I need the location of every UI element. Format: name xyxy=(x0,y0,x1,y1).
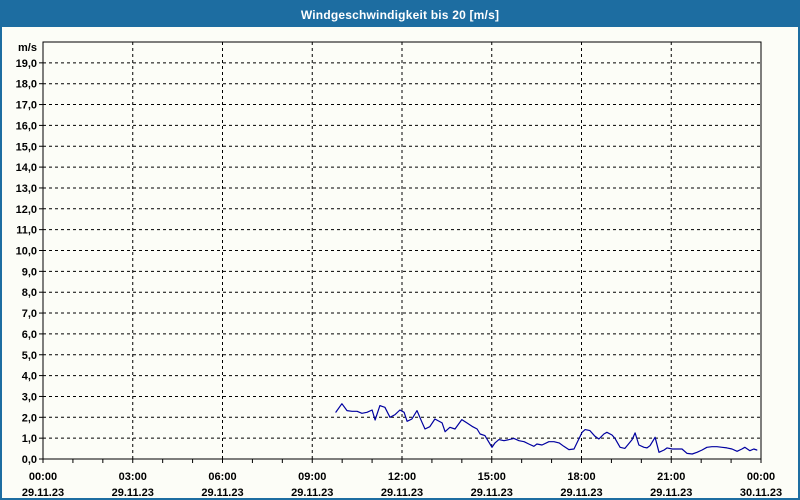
y-tick-label: 16,0 xyxy=(16,120,37,132)
y-tick-label: 8,0 xyxy=(22,287,37,299)
y-tick-label: 4,0 xyxy=(22,371,37,383)
y-tick-label: 14,0 xyxy=(16,162,37,174)
y-tick-label: 6,0 xyxy=(22,329,37,341)
y-tick-label: 13,0 xyxy=(16,183,37,195)
x-tick-time-label: 03:00 xyxy=(119,471,147,483)
x-tick-time-label: 00:00 xyxy=(29,471,57,483)
y-unit-label: m/s xyxy=(18,42,37,54)
x-tick-time-label: 18:00 xyxy=(567,471,595,483)
x-tick-time-label: 00:00 xyxy=(747,471,775,483)
y-tick-label: 1,0 xyxy=(22,433,37,445)
x-tick-date-label: 29.11.23 xyxy=(650,487,692,499)
y-tick-label: 15,0 xyxy=(16,141,37,153)
x-tick-date-label: 29.11.23 xyxy=(112,487,154,499)
chart-title: Windgeschwindigkeit bis 20 [m/s] xyxy=(300,7,500,22)
y-tick-label: 3,0 xyxy=(22,391,37,403)
y-tick-label: 17,0 xyxy=(16,100,37,112)
y-tick-label: 19,0 xyxy=(16,58,37,70)
y-tick-label: 10,0 xyxy=(16,246,37,258)
y-tick-label: 5,0 xyxy=(22,350,37,362)
x-tick-date-label: 29.11.23 xyxy=(471,487,513,499)
y-tick-label: 2,0 xyxy=(22,412,37,424)
x-tick-time-label: 21:00 xyxy=(657,471,685,483)
x-tick-time-label: 12:00 xyxy=(388,471,416,483)
x-tick-time-label: 15:00 xyxy=(478,471,506,483)
y-tick-label: 18,0 xyxy=(16,79,37,91)
x-tick-date-label: 30.11.23 xyxy=(740,487,782,499)
y-tick-label: 7,0 xyxy=(22,308,37,320)
y-tick-label: 11,0 xyxy=(16,225,37,237)
x-tick-date-label: 29.11.23 xyxy=(291,487,333,499)
plot-border xyxy=(42,41,762,460)
x-tick-date-label: 29.11.23 xyxy=(381,487,423,499)
x-tick-time-label: 06:00 xyxy=(208,471,236,483)
y-tick-label: 12,0 xyxy=(16,204,37,216)
x-tick-time-label: 09:00 xyxy=(298,471,326,483)
wind-speed-line xyxy=(335,403,758,455)
y-tick-label: 0,0 xyxy=(22,454,37,466)
y-tick-label: 9,0 xyxy=(22,266,37,278)
x-tick-date-label: 29.11.23 xyxy=(560,487,602,499)
x-tick-date-label: 29.11.23 xyxy=(201,487,243,499)
title-bar: Windgeschwindigkeit bis 20 [m/s] xyxy=(2,2,798,27)
x-tick-date-label: 29.11.23 xyxy=(22,487,64,499)
